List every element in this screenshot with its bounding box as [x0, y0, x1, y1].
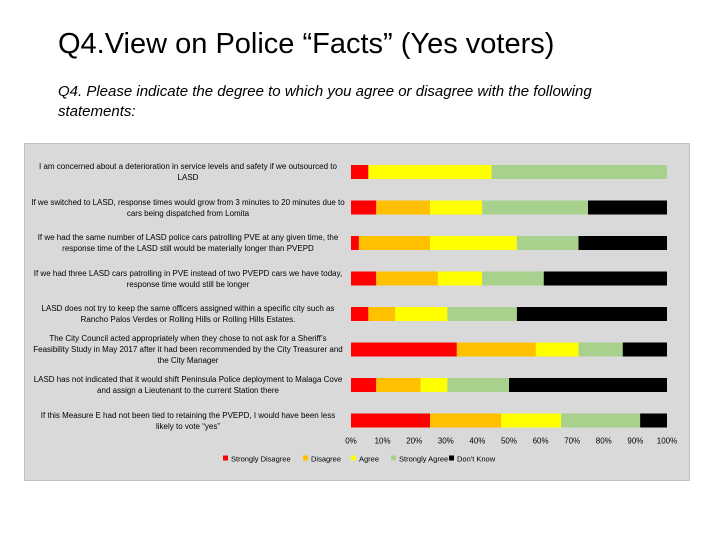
bar-segment: [368, 307, 396, 321]
bar-segment: [376, 200, 430, 215]
bar-segment: [351, 165, 369, 179]
legend-label: Disagree: [311, 455, 341, 464]
category-label: If we had three LASD cars patrolling in …: [33, 268, 343, 289]
bar-segment: [447, 378, 509, 392]
bar-segment: [430, 200, 483, 215]
x-tick-label: 0%: [345, 437, 357, 446]
x-tick-label: 80%: [596, 437, 612, 446]
bar-segment: [437, 271, 483, 286]
x-tick-label: 10%: [375, 437, 391, 446]
category-label: The City Council acted appropriately whe…: [33, 334, 343, 365]
bar-segment: [516, 307, 667, 321]
category-label: LASD does not try to keep the same offic…: [41, 304, 335, 324]
bar-segment: [578, 342, 623, 357]
category-label: LASD has not indicated that it would shi…: [33, 375, 343, 395]
slide-subtitle: Q4. Please indicate the degree to which …: [58, 83, 592, 120]
x-tick-label: 20%: [406, 437, 422, 446]
category-label: I am concerned about a deterioration in …: [39, 162, 337, 182]
bar-segment: [578, 236, 667, 250]
legend-swatch: [303, 455, 308, 461]
x-tick-label: 90%: [627, 437, 643, 446]
category-label: If this Measure E had not been tied to r…: [40, 410, 336, 431]
bar-segment: [430, 413, 502, 428]
category-label: If we switched to LASD, response times w…: [31, 197, 345, 218]
legend-swatch: [351, 455, 356, 461]
bar-segment: [376, 378, 421, 392]
bar-segment: [543, 271, 667, 286]
bar-segment: [368, 165, 492, 179]
bar-segment: [351, 378, 377, 392]
chart-panel: I am concerned about a deterioration in …: [24, 143, 690, 481]
x-tick-label: 50%: [501, 437, 517, 446]
bar-segment: [456, 342, 536, 357]
bar-segment: [351, 413, 430, 428]
bar-segment: [351, 200, 377, 215]
legend-swatch: [391, 455, 396, 461]
bar-segment: [351, 236, 359, 250]
bar-segment: [509, 378, 667, 392]
bar-segment: [516, 236, 579, 250]
x-tick-label: 70%: [564, 437, 580, 446]
bar-segment: [482, 200, 588, 215]
legend-label: Strongly Agree: [399, 455, 448, 464]
bar-segment: [501, 413, 562, 428]
bar-segment: [351, 342, 457, 357]
x-tick-label: 40%: [469, 437, 485, 446]
legend-label: Agree: [359, 455, 379, 464]
bar-segment: [351, 307, 369, 321]
bar-segment: [376, 271, 438, 286]
bar-segment: [588, 200, 667, 215]
bar-segment: [561, 413, 641, 428]
x-tick-label: 100%: [657, 437, 677, 446]
legend-swatch: [223, 455, 228, 461]
bar-segment: [395, 307, 448, 321]
bar-segment: [482, 271, 544, 286]
bar-segment: [622, 342, 667, 357]
legend-label: Strongly Disagree: [231, 455, 291, 464]
category-label: If we had the same number of LASD police…: [37, 233, 339, 253]
bar-segment: [351, 271, 377, 286]
stacked-bar-chart: 0% 10% 20% 30% 40% 50% 60% 70% 80% 90% 100% Strongl…: [223, 165, 677, 464]
legend-swatch: [449, 455, 454, 461]
bar-segment: [535, 342, 579, 357]
legend-label: Don't Know: [457, 455, 496, 464]
bar-segment: [430, 236, 517, 250]
bar-segment: [640, 413, 667, 428]
bar-segment: [420, 378, 448, 392]
bar-segment: [358, 236, 430, 250]
x-tick-label: 30%: [438, 437, 454, 446]
x-tick-label: 60%: [533, 437, 549, 446]
slide-title: Q4.View on Police “Facts” (Yes voters): [58, 28, 555, 60]
bar-segment: [491, 165, 667, 179]
bar-segment: [447, 307, 517, 321]
